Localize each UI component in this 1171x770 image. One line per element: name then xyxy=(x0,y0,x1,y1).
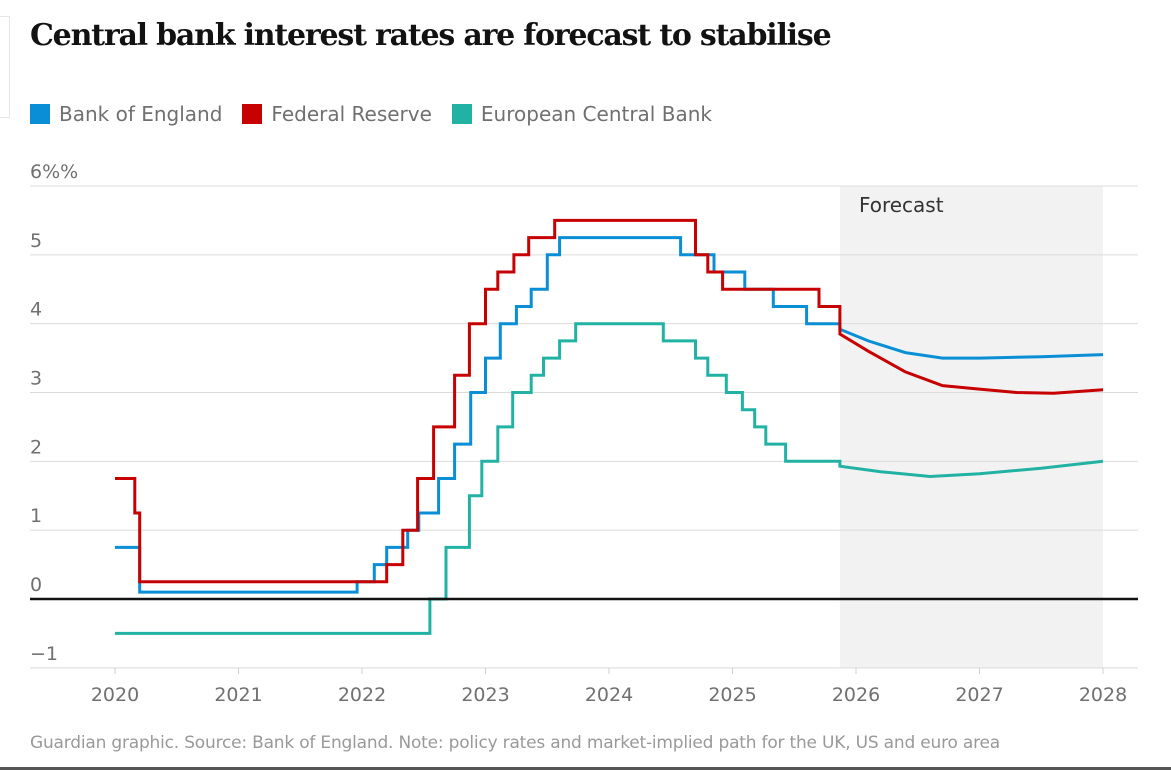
y-tick-label: −1 xyxy=(30,643,58,665)
x-tick-label: 2020 xyxy=(91,684,139,706)
forecast-region xyxy=(839,186,1103,668)
x-tick-label: 2025 xyxy=(708,684,756,706)
forecast-label: Forecast xyxy=(859,193,944,217)
legend-swatch-boe xyxy=(30,104,50,124)
x-tick-label: 2024 xyxy=(585,684,633,706)
legend-item-boe: Bank of England xyxy=(30,102,222,126)
legend-item-fed: Federal Reserve xyxy=(242,102,432,126)
y-tick-label: 3 xyxy=(30,368,42,390)
x-tick-label: 2027 xyxy=(955,684,1003,706)
chart-title: Central bank interest rates are forecast… xyxy=(30,18,832,53)
series-line-federal-reserve xyxy=(115,218,1104,584)
legend-label-ecb: European Central Bank xyxy=(480,102,712,126)
legend-label-fed: Federal Reserve xyxy=(271,102,432,126)
legend-label-boe: Bank of England xyxy=(59,102,223,126)
y-tick-label: 4 xyxy=(30,299,42,321)
x-tick-label: 2021 xyxy=(214,684,262,706)
legend-swatch-fed xyxy=(242,104,263,124)
legend-item-ecb: European Central Bank xyxy=(451,102,712,126)
source-note: Guardian graphic. Source: Bank of Englan… xyxy=(30,733,1000,753)
y-tick-label: 6%% xyxy=(30,161,78,183)
y-tick-label: 5 xyxy=(30,230,42,252)
x-tick-label: 2028 xyxy=(1079,684,1127,706)
series-line-european-central-bank xyxy=(115,322,1104,635)
legend: Bank of England Federal Reserve European… xyxy=(30,102,732,126)
y-tick-label: 1 xyxy=(30,505,42,527)
sidebar-edge xyxy=(0,16,10,118)
x-tick-label: 2023 xyxy=(461,684,509,706)
series-line-bank-of-england xyxy=(115,236,1104,594)
legend-swatch-ecb xyxy=(451,104,472,124)
window-bottom-edge xyxy=(0,767,1171,770)
x-tick-label: 2026 xyxy=(832,684,880,706)
y-tick-label: 2 xyxy=(30,436,42,458)
x-tick-label: 2022 xyxy=(338,684,386,706)
y-tick-label: 0 xyxy=(30,574,42,596)
